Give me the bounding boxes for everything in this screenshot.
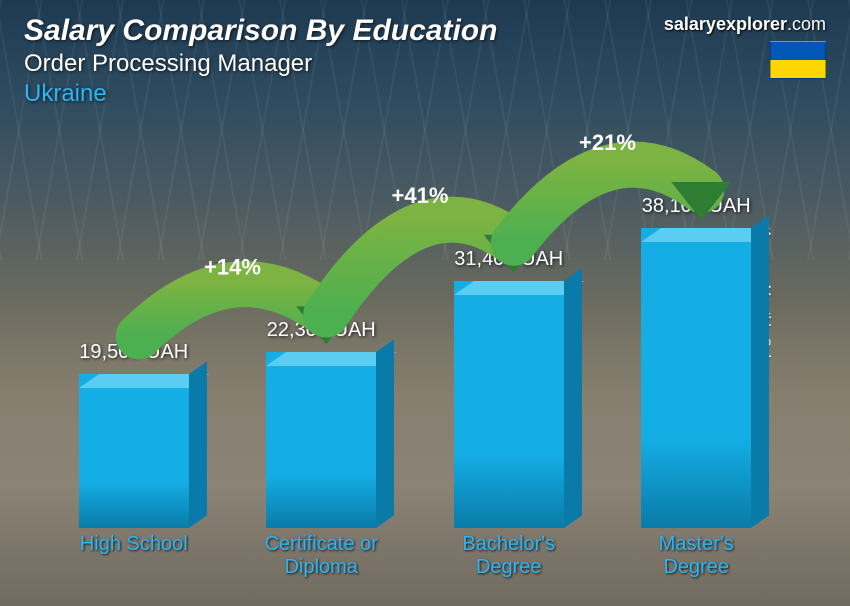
category-label: Bachelor'sDegree — [415, 533, 603, 588]
category-label: Master'sDegree — [603, 533, 791, 588]
bar-value-label: 31,400 UAH — [454, 248, 563, 271]
bar — [79, 374, 189, 528]
site-name: salaryexplorer.com — [664, 14, 826, 35]
bar-slot: 31,400 UAH — [415, 248, 603, 528]
chart-subtitle: Order Processing Manager — [24, 50, 497, 78]
site-name-text: salaryexplorer — [664, 14, 787, 34]
bars-container: 19,500 UAH 22,300 UAH 31,400 UAH 38,100 … — [40, 150, 790, 528]
branding: salaryexplorer.com — [664, 14, 826, 79]
bar — [266, 352, 376, 528]
bar-slot: 38,100 UAH — [603, 195, 791, 528]
site-domain-text: .com — [787, 14, 826, 34]
bar-value-label: 38,100 UAH — [642, 195, 751, 218]
flag-icon — [770, 41, 826, 79]
header: Salary Comparison By Education Order Pro… — [24, 14, 826, 108]
bar-value-label: 22,300 UAH — [267, 319, 376, 342]
category-labels: High SchoolCertificate orDiplomaBachelor… — [40, 533, 790, 588]
category-label: Certificate orDiploma — [228, 533, 416, 588]
title-block: Salary Comparison By Education Order Pro… — [24, 14, 497, 108]
bar — [454, 281, 564, 528]
bar — [641, 228, 751, 528]
chart-country: Ukraine — [24, 80, 497, 108]
bar-slot: 19,500 UAH — [40, 341, 228, 528]
category-label: High School — [40, 533, 228, 588]
chart-title: Salary Comparison By Education — [24, 14, 497, 48]
chart-area: 19,500 UAH 22,300 UAH 31,400 UAH 38,100 … — [40, 150, 790, 588]
bar-value-label: 19,500 UAH — [79, 341, 188, 364]
bar-slot: 22,300 UAH — [228, 319, 416, 528]
